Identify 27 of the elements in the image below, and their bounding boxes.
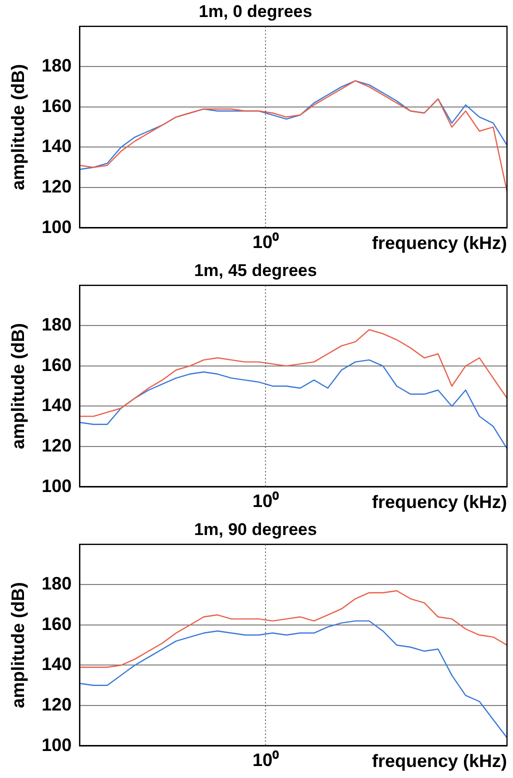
y-tick-label: 140	[42, 654, 72, 674]
y-tick-label: 120	[42, 435, 72, 456]
y-tick-label: 120	[42, 694, 72, 714]
y-tick-label: 100	[42, 216, 72, 237]
y-tick-label: 160	[42, 96, 72, 116]
text: 10⁰	[252, 490, 280, 511]
text: 10⁰	[252, 750, 280, 770]
y-tick-label: 120	[42, 176, 72, 196]
y-axis-title: amplitude (dB)	[8, 64, 28, 190]
text: 10⁰	[252, 232, 280, 252]
y-tick-label: 140	[42, 136, 72, 156]
y-tick-label: 180	[42, 314, 72, 335]
y-tick-label: 160	[42, 354, 72, 375]
x-axis-title: frequency (kHz)	[372, 233, 507, 254]
y-tick-label: 140	[42, 395, 72, 416]
y-axis-title: amplitude (dB)	[8, 582, 28, 708]
chart-title: 1m, 0 degrees	[198, 2, 312, 21]
x-axis-title: frequency (kHz)	[372, 751, 507, 772]
y-tick-label: 100	[42, 734, 72, 755]
x-axis-title: frequency (kHz)	[372, 492, 507, 512]
y-tick-label: 180	[42, 574, 72, 594]
y-tick-label: 100	[42, 476, 72, 496]
y-tick-label: 180	[42, 56, 72, 76]
chart-title: 1m, 90 degrees	[194, 520, 317, 539]
y-axis-title: amplitude (dB)	[8, 323, 28, 450]
chart-title: 1m, 45 degrees	[194, 260, 317, 280]
y-tick-label: 160	[42, 614, 72, 634]
